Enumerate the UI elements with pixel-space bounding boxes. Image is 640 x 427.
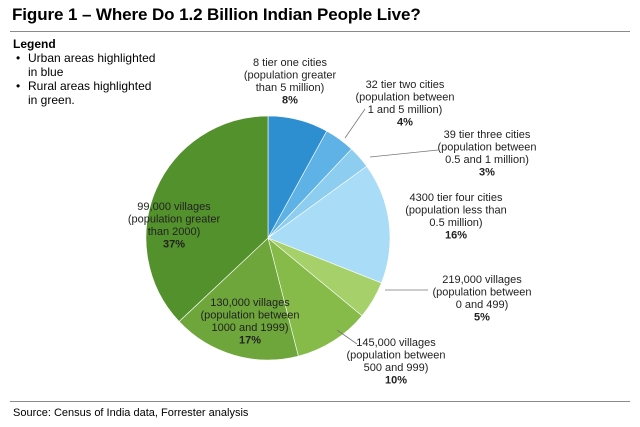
slice-label-4: 4300 tier four cities (population less th… bbox=[405, 192, 507, 242]
slice-value-4: 16% bbox=[445, 230, 467, 242]
slice-label-line: (population between bbox=[355, 92, 454, 104]
slice-value-7: 17% bbox=[239, 335, 261, 347]
pie-slice-4 bbox=[267, 165, 391, 284]
leader-line-6 bbox=[336, 329, 358, 345]
pie-slice-8 bbox=[145, 115, 269, 322]
slice-label-2: 32 tier two cities (population between 1 a… bbox=[355, 79, 454, 129]
slice-label-line: 8 tier one cities bbox=[253, 57, 327, 69]
slice-label-8: 99,000 villages (population greater than 2… bbox=[128, 201, 221, 251]
slice-label-line: 219,000 villages bbox=[442, 274, 522, 286]
slice-label-7: 130,000 villages (population between 1000 … bbox=[200, 297, 299, 347]
slice-label-line: (population greater bbox=[128, 214, 221, 226]
slice-label-line: 39 tier three cities bbox=[444, 129, 531, 141]
leader-line-2 bbox=[344, 108, 366, 139]
slice-label-line: 4300 tier four cities bbox=[410, 192, 503, 204]
slice-label-line: than 2000) bbox=[148, 226, 201, 238]
legend-item-rural: Rural areas highlighted in green. bbox=[13, 79, 158, 107]
chart-title: Figure 1 – Where Do 1.2 Billion Indian P… bbox=[12, 5, 421, 24]
slice-label-line: 0 and 499) bbox=[456, 299, 509, 311]
slice-value-1: 8% bbox=[282, 95, 298, 107]
slice-label-5: 219,000 villages (population between 0 and… bbox=[432, 274, 531, 324]
slice-label-line: 0.5 and 1 million) bbox=[445, 154, 529, 166]
legend: Legend Urban areas highlighted in blue R… bbox=[13, 37, 158, 107]
slice-label-line: 1 and 5 million) bbox=[368, 104, 443, 116]
leader-line-3 bbox=[369, 149, 439, 158]
slice-value-3: 3% bbox=[479, 167, 495, 179]
legend-item-urban: Urban areas highlighted in blue bbox=[13, 51, 158, 79]
slice-value-8: 37% bbox=[163, 239, 185, 251]
slice-label-line: (population less than bbox=[405, 205, 507, 217]
slice-label-3: 39 tier three cities (population between 0… bbox=[437, 129, 536, 179]
slice-label-1: 8 tier one cities (population greater than… bbox=[244, 57, 337, 107]
slice-label-line: (population between bbox=[346, 350, 445, 362]
slice-label-line: (population between bbox=[200, 310, 299, 322]
slice-label-line: 0.5 million) bbox=[429, 217, 482, 229]
slice-label-line: 32 tier two cities bbox=[366, 79, 445, 91]
slice-label-line: (population between bbox=[432, 287, 531, 299]
legend-heading: Legend bbox=[13, 37, 56, 51]
pie-slice-7 bbox=[178, 237, 299, 361]
slice-label-line: (population greater bbox=[244, 70, 337, 82]
pie-slice-6 bbox=[267, 237, 363, 357]
slice-label-line: 99,000 villages bbox=[137, 201, 211, 213]
slice-value-5: 5% bbox=[474, 312, 490, 324]
slice-label-line: 1000 and 1999) bbox=[211, 322, 288, 334]
slice-value-6: 10% bbox=[385, 375, 407, 387]
source-note: Source: Census of India data, Forrester … bbox=[13, 407, 249, 419]
slice-label-line: 500 and 999) bbox=[364, 362, 429, 374]
slice-label-line: 145,000 villages bbox=[356, 337, 436, 349]
slice-value-2: 4% bbox=[397, 117, 413, 129]
legend-list: Urban areas highlighted in blue Rural ar… bbox=[13, 51, 158, 107]
slice-label-line: (population between bbox=[437, 142, 536, 154]
slice-label-6: 145,000 villages (population between 500 a… bbox=[346, 337, 445, 387]
title-rule bbox=[10, 31, 630, 32]
slice-label-line: than 5 million) bbox=[256, 82, 324, 94]
slice-label-line: 130,000 villages bbox=[210, 297, 290, 309]
source-rule bbox=[10, 401, 630, 402]
